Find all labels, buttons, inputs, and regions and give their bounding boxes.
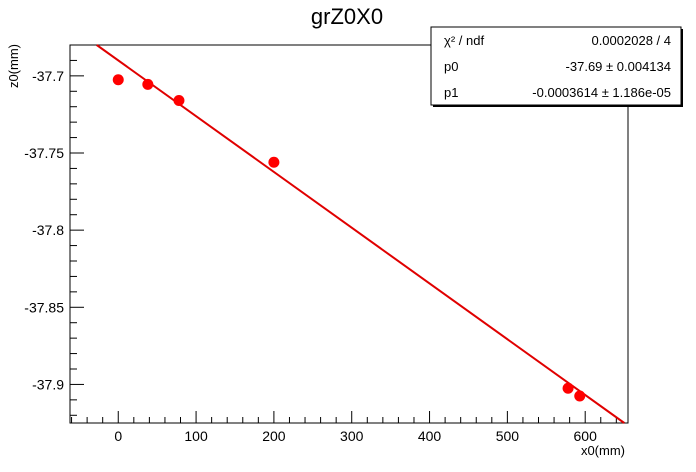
data-point bbox=[173, 95, 185, 107]
plot-frame bbox=[69, 44, 629, 424]
stats-row-value: -37.69 ± 0.004134 bbox=[566, 59, 671, 74]
x-tick-label: 500 bbox=[496, 428, 520, 444]
x-tick-label: 0 bbox=[114, 428, 122, 444]
stats-row-label: χ² / ndf bbox=[444, 33, 484, 48]
stats-row-label: p0 bbox=[444, 59, 458, 74]
stats-row-value: 0.0002028 / 4 bbox=[591, 33, 671, 48]
data-point bbox=[574, 390, 586, 402]
chart-title: grZ0X0 bbox=[311, 4, 383, 29]
x-axis: 0 100 200 300 400 500 600 bbox=[71, 411, 617, 444]
stats-row-label: p1 bbox=[444, 85, 458, 100]
stats-row-value: -0.0003614 ± 1.186e-05 bbox=[532, 85, 671, 100]
data-point bbox=[112, 74, 124, 86]
fit-layer bbox=[96, 44, 625, 424]
x-tick-label: 200 bbox=[262, 428, 286, 444]
y-tick-label: -37.8 bbox=[32, 222, 64, 238]
x-tick-label: 600 bbox=[574, 428, 598, 444]
y-tick-label: -37.75 bbox=[24, 145, 64, 161]
stats-box: χ² / ndf 0.0002028 / 4 p0 -37.69 ± 0.004134… bbox=[430, 26, 683, 107]
data-point bbox=[142, 78, 154, 90]
y-axis-title: z0(mm) bbox=[6, 44, 21, 88]
x-tick-label: 400 bbox=[418, 428, 442, 444]
points-layer bbox=[112, 74, 586, 402]
y-tick-label: -37.7 bbox=[32, 68, 64, 84]
data-point bbox=[562, 382, 574, 394]
fit-line bbox=[96, 44, 625, 424]
stats-box-frame bbox=[430, 26, 682, 106]
x-tick-label: 300 bbox=[340, 428, 364, 444]
x-tick-label: 100 bbox=[184, 428, 208, 444]
x-axis-title: x0(mm) bbox=[581, 443, 625, 458]
y-tick-label: -37.85 bbox=[24, 299, 64, 315]
y-axis: -37.7 -37.75 -37.8 -37.85 -37.9 bbox=[24, 44, 84, 416]
data-point bbox=[268, 156, 280, 168]
y-tick-label: -37.9 bbox=[32, 376, 64, 392]
